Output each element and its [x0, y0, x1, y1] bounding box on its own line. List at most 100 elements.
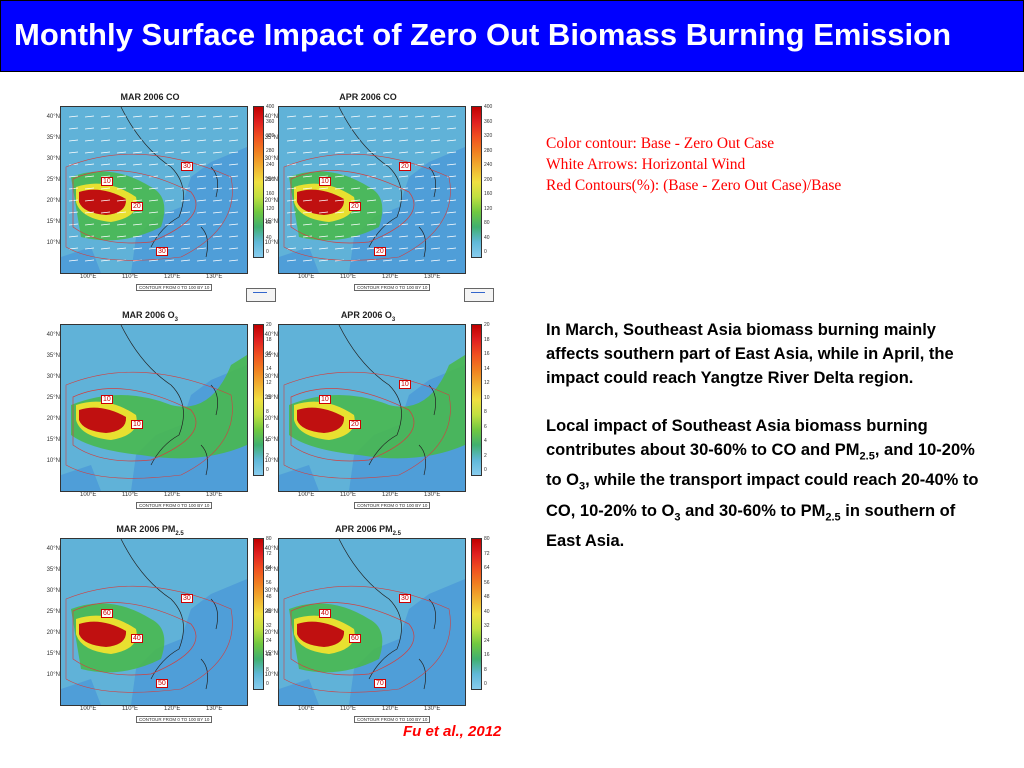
lat-tick-label: 10°N [264, 458, 278, 464]
colorbar-tick-label: 0 [266, 681, 269, 687]
lon-tick-label: 120°E [382, 274, 399, 280]
map-panel-6: APR 2006 PM2.5 40 60 30 70 40°N 35°N 30°N 25°N 20… [258, 524, 498, 739]
colorbar-tick-label: 14 [266, 365, 272, 372]
colorbar-tick-label: 18 [484, 336, 490, 343]
colorbar-tick-label: 18 [266, 336, 272, 343]
colorbar-tick-label: 0 [266, 249, 269, 255]
lat-tick-label: 20°N [264, 630, 278, 636]
map-plot: 10 20 30 30 [60, 106, 248, 274]
colorbar-tick-label: 80 [484, 220, 490, 226]
colorbar-tick-label: 280 [484, 147, 493, 154]
colorbar-tick-label: 200 [266, 176, 275, 183]
legend-white-arrows: White Arrows: Horizontal Wind [546, 156, 746, 173]
colorbar-tick-label: 16 [484, 652, 490, 658]
lon-tick-label: 130°E [424, 492, 441, 498]
lat-tick-label: 30°N [46, 374, 60, 380]
lat-tick-label: 35°N [264, 567, 278, 573]
lon-tick-label: 100°E [298, 274, 315, 280]
contour-label: 30 [399, 594, 411, 603]
legend-color-contour: Color contour: Base - Zero Out Case [546, 135, 775, 152]
colorbar-tick-label: 240 [266, 162, 275, 168]
reference-vector-box [246, 288, 276, 302]
colorbar-tick-label: 56 [266, 579, 272, 586]
lat-tick-label: 30°N [264, 588, 278, 594]
lat-tick-label: 35°N [46, 567, 60, 573]
colorbar [471, 324, 482, 476]
colorbar-tick-label: 10 [484, 394, 490, 401]
colorbar-tick-label: 0 [266, 467, 269, 473]
lon-tick-label: 130°E [424, 274, 441, 280]
map-plot: 60 40 30 50 [60, 538, 248, 706]
colorbar-tick-label: 20 [266, 322, 272, 328]
colorbar-tick-label: 16 [266, 351, 272, 357]
contour-label: 10 [101, 177, 113, 186]
map-plot: 10 10 [60, 324, 248, 492]
colorbar-tick-label: 4 [484, 438, 487, 444]
colorbar-tick-label: 32 [484, 623, 490, 629]
colorbar-tick-label: 40 [484, 608, 490, 615]
lat-tick-label: 20°N [46, 630, 60, 636]
lat-tick-label: 10°N [264, 672, 278, 678]
colorbar-tick-label: 240 [484, 162, 493, 168]
colorbar-tick-label: 4 [266, 438, 269, 444]
lat-tick-label: 25°N [46, 609, 60, 615]
colorbar-tick-label: 320 [266, 133, 275, 139]
panel-title: APR 2006 PM2.5 [335, 524, 401, 537]
colorbar-tick-label: 2 [484, 452, 487, 459]
lon-tick-label: 100°E [298, 492, 315, 498]
colorbar-tick-label: 400 [484, 104, 493, 110]
colorbar-tick-label: 80 [266, 536, 272, 542]
colorbar-tick-label: 0 [484, 467, 487, 473]
colorbar [253, 106, 264, 258]
lat-tick-label: 35°N [264, 135, 278, 141]
reference-vector-box [464, 288, 494, 302]
contour-label: 40 [131, 634, 143, 643]
lon-tick-label: 110°E [340, 706, 356, 712]
colorbar-tick-label: 72 [266, 550, 272, 557]
colorbar [471, 538, 482, 690]
panel-title: MAR 2006 O3 [122, 310, 178, 323]
colorbar-tick-label: 0 [484, 681, 487, 687]
lat-tick-label: 15°N [46, 219, 60, 225]
colorbar-tick-label: 72 [484, 550, 490, 557]
colorbar-tick-label: 10 [266, 394, 272, 401]
colorbar-tick-label: 24 [484, 637, 490, 644]
contour-label: 10 [131, 420, 143, 429]
contour-note: CONTOUR FROM 0 TO 100 BY 10 [354, 716, 431, 723]
lat-tick-label: 10°N [46, 458, 60, 464]
colorbar-tick-label: 16 [484, 351, 490, 357]
contour-label: 30 [181, 594, 193, 603]
lat-tick-label: 20°N [264, 416, 278, 422]
lat-tick-label: 15°N [46, 651, 60, 657]
panel-title: MAR 2006 PM2.5 [116, 524, 184, 537]
lon-tick-label: 110°E [122, 492, 138, 498]
lon-tick-label: 100°E [80, 706, 97, 712]
lon-tick-label: 110°E [340, 492, 356, 498]
map-panel-5: MAR 2006 PM2.5 60 40 30 50 40°N 35°N 30°N 25°N 20… [40, 524, 280, 739]
lat-tick-label: 35°N [264, 353, 278, 359]
lat-tick-label: 40°N [46, 114, 60, 120]
lat-tick-label: 25°N [264, 609, 278, 615]
contour-label: 60 [101, 609, 113, 618]
lat-tick-label: 10°N [264, 240, 278, 246]
legend-red-contours: Red Contours(%): (Base - Zero Out Case)/… [546, 177, 842, 194]
lat-tick-label: 35°N [46, 353, 60, 359]
title-bar: Monthly Surface Impact of Zero Out Bioma… [0, 0, 1024, 72]
colorbar-tick-label: 2 [266, 452, 269, 459]
lat-tick-label: 15°N [264, 651, 278, 657]
colorbar-tick-label: 400 [266, 104, 275, 110]
lat-tick-label: 40°N [264, 546, 278, 552]
colorbar [253, 538, 264, 690]
contour-label: 30 [156, 247, 168, 256]
colorbar-tick-label: 12 [266, 380, 272, 386]
lat-tick-label: 25°N [46, 177, 60, 183]
colorbar [471, 106, 482, 258]
lon-tick-label: 130°E [206, 706, 223, 712]
colorbar-tick-label: 0 [484, 249, 487, 255]
lon-tick-label: 130°E [424, 706, 441, 712]
slide-title: Monthly Surface Impact of Zero Out Bioma… [14, 17, 952, 52]
colorbar-tick-label: 8 [484, 409, 487, 415]
contour-label: 20 [399, 162, 411, 171]
lat-tick-label: 10°N [46, 672, 60, 678]
colorbar-tick-label: 20 [484, 322, 490, 328]
